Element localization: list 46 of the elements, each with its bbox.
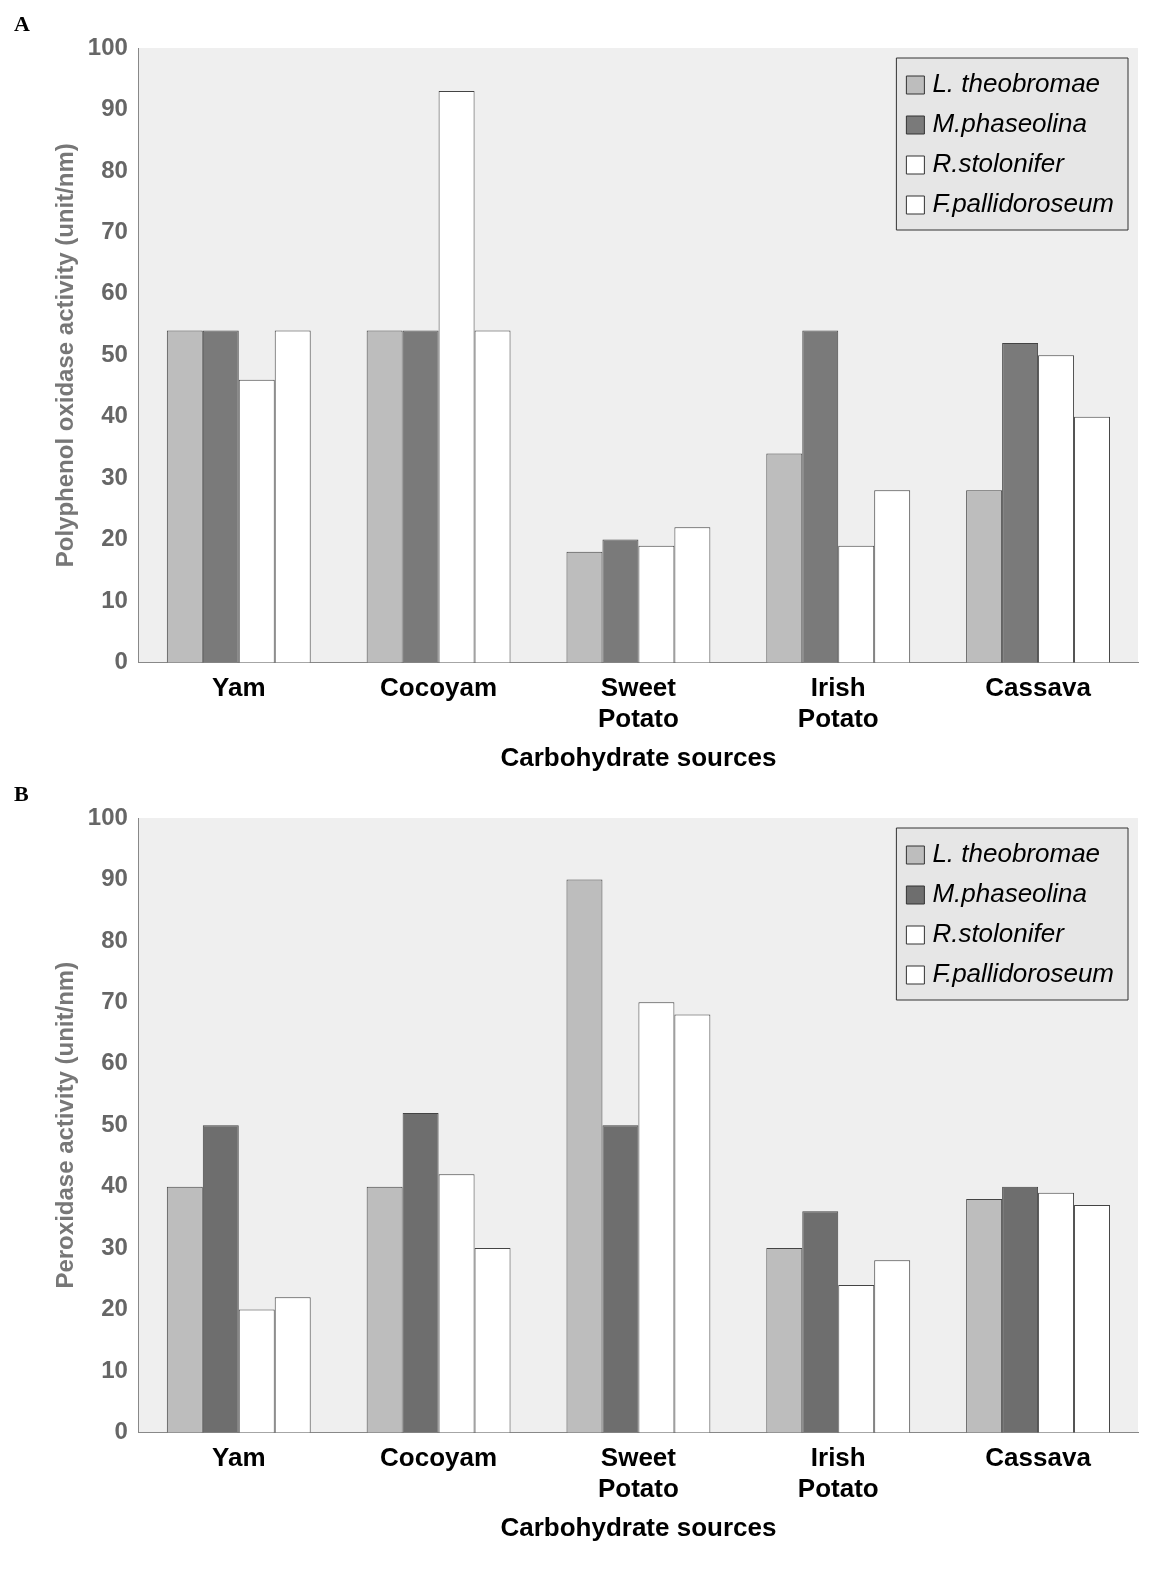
y-tick-label: 10: [101, 1355, 128, 1383]
y-tick-label: 20: [101, 524, 128, 552]
x-tick-label: Irish Potato: [797, 1442, 879, 1504]
legend-label: F.pallidoroseum: [932, 188, 1115, 219]
y-tick-label: 0: [114, 1417, 128, 1445]
x-tick-label: Yam: [212, 672, 266, 703]
legend-label: F.pallidoroseum: [932, 958, 1115, 989]
y-tick-label: 80: [101, 925, 128, 953]
y-tick-label: 30: [101, 1232, 128, 1260]
text: A: [14, 10, 30, 36]
text: B: [14, 780, 29, 806]
x-tick-label: Cocoyam: [380, 672, 498, 703]
y-tick-label: 30: [101, 462, 128, 490]
x-tick-label: Sweet Potato: [597, 672, 679, 734]
y-tick-label: 70: [101, 986, 128, 1014]
y-tick-label: 40: [101, 401, 128, 429]
y-tick-label: 70: [101, 216, 128, 244]
y-tick-label: 90: [101, 864, 128, 892]
y-tick-label: 50: [101, 339, 128, 367]
x-tick-label: Yam: [212, 1442, 266, 1473]
x-axis-title: Carbohydrate sources: [500, 741, 777, 772]
x-tick-label: Cassava: [985, 672, 1092, 703]
x-tick-label: Irish Potato: [797, 672, 879, 734]
y-tick-label: 0: [114, 647, 128, 675]
y-tick-label: 40: [101, 1171, 128, 1199]
x-tick-label: Sweet Potato: [597, 1442, 679, 1504]
y-tick-label: 60: [101, 278, 128, 306]
legend-label: L. theobromae: [932, 838, 1101, 869]
y-axis-title: Polyphenol oxidase activity (unit/nm): [51, 143, 79, 568]
legend-label: L. theobromae: [932, 68, 1101, 99]
x-axis-title: Carbohydrate sources: [500, 1511, 777, 1542]
legend-label: M.phaseolina: [932, 108, 1088, 139]
y-tick-label: 100: [87, 802, 128, 830]
y-tick-label: 90: [101, 94, 128, 122]
y-tick-label: 10: [101, 585, 128, 613]
legend-label: M.phaseolina: [932, 878, 1088, 909]
y-tick-label: 20: [101, 1294, 128, 1322]
y-axis-title: Peroxidase activity (unit/nm): [51, 961, 79, 1289]
y-tick-label: 50: [101, 1109, 128, 1137]
y-tick-label: 80: [101, 155, 128, 183]
y-tick-label: 100: [87, 32, 128, 60]
legend-label: R.stolonifer: [932, 148, 1066, 179]
x-tick-label: Cocoyam: [380, 1442, 498, 1473]
legend-label: R.stolonifer: [932, 918, 1066, 949]
x-tick-label: Cassava: [985, 1442, 1092, 1473]
y-tick-label: 60: [101, 1048, 128, 1076]
